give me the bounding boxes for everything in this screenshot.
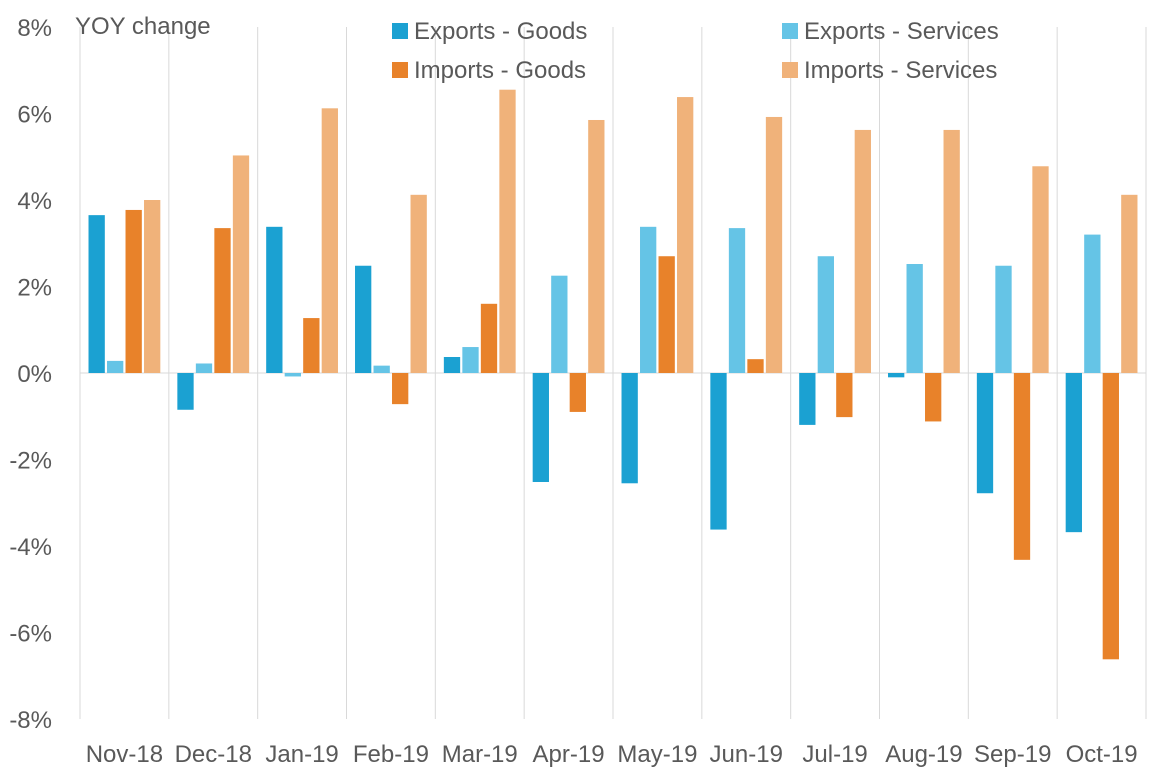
y-tick-label: 6% bbox=[17, 102, 52, 129]
legend-label: Exports - Services bbox=[804, 18, 999, 45]
bar bbox=[817, 256, 834, 373]
bar bbox=[303, 318, 320, 373]
bar bbox=[799, 373, 816, 425]
bars-layer bbox=[88, 89, 1138, 660]
y-tick-label: 4% bbox=[17, 188, 52, 215]
bar bbox=[480, 303, 498, 373]
y-tick-label: -8% bbox=[9, 707, 52, 734]
bar bbox=[943, 129, 960, 373]
y-tick-label: -6% bbox=[9, 621, 52, 648]
bar bbox=[995, 265, 1012, 373]
bar bbox=[854, 129, 871, 373]
x-tick-label: Mar-19 bbox=[442, 741, 518, 768]
legend-swatch bbox=[782, 23, 798, 39]
bar bbox=[1102, 373, 1119, 660]
bar bbox=[410, 194, 427, 373]
bar bbox=[107, 360, 124, 373]
legend-label: Exports - Goods bbox=[414, 18, 587, 45]
legend-label: Imports - Goods bbox=[414, 57, 586, 84]
bar bbox=[1121, 194, 1138, 373]
bar bbox=[621, 373, 638, 484]
bar bbox=[1065, 373, 1082, 533]
bar bbox=[499, 89, 516, 374]
bar bbox=[728, 228, 746, 373]
x-tick-label: Jan-19 bbox=[265, 741, 338, 768]
legend-swatch bbox=[392, 62, 408, 78]
bar bbox=[373, 365, 390, 373]
bar bbox=[551, 275, 568, 373]
bar bbox=[906, 264, 923, 373]
bar bbox=[747, 359, 764, 373]
bar bbox=[925, 373, 942, 422]
x-tick-label: Nov-18 bbox=[86, 741, 163, 768]
legend-swatch bbox=[392, 23, 408, 39]
grid-layer bbox=[79, 27, 1147, 719]
axis-layer: 8% 6% 4% 2% 0% -2% -4% -6% -8% Nov-18 Dec-18 Jan-19… bbox=[9, 15, 1137, 768]
bar bbox=[888, 373, 905, 378]
x-tick-label: Feb-19 bbox=[353, 741, 429, 768]
bar bbox=[588, 119, 605, 373]
bar bbox=[976, 373, 994, 494]
bar bbox=[1013, 373, 1031, 560]
bar bbox=[532, 373, 549, 482]
bar bbox=[677, 97, 694, 373]
bar bbox=[232, 155, 250, 373]
bar bbox=[569, 373, 586, 412]
bar bbox=[284, 373, 301, 377]
bar bbox=[640, 226, 657, 373]
x-tick-label: Sep-19 bbox=[974, 741, 1051, 768]
bar bbox=[266, 226, 283, 373]
y-tick-label: -4% bbox=[9, 534, 52, 561]
bar bbox=[443, 356, 461, 373]
x-tick-label: Dec-18 bbox=[175, 741, 252, 768]
bar bbox=[765, 116, 783, 374]
bar bbox=[836, 373, 853, 418]
bar bbox=[88, 215, 105, 373]
y-tick-label: 8% bbox=[17, 15, 52, 42]
bar bbox=[125, 209, 142, 373]
bar bbox=[214, 228, 231, 373]
y-axis-label: YOY change bbox=[75, 13, 211, 40]
x-tick-label: Aug-19 bbox=[885, 741, 962, 768]
bar bbox=[144, 200, 161, 373]
x-tick-label: Apr-19 bbox=[533, 741, 605, 768]
y-tick-label: 0% bbox=[17, 361, 52, 388]
x-tick-label: Oct-19 bbox=[1066, 741, 1138, 768]
legend: Exports - Goods Exports - Services Imports… bbox=[392, 18, 999, 84]
x-tick-label: May-19 bbox=[617, 741, 697, 768]
y-tick-label: -2% bbox=[9, 448, 52, 475]
bar bbox=[392, 373, 409, 405]
bar bbox=[462, 347, 479, 373]
legend-label: Imports - Services bbox=[804, 57, 997, 84]
bar bbox=[195, 363, 213, 373]
bar bbox=[658, 256, 675, 373]
bar bbox=[1032, 166, 1049, 373]
legend-swatch bbox=[782, 62, 798, 78]
bar bbox=[1084, 234, 1101, 373]
x-tick-label: Jul-19 bbox=[802, 741, 867, 768]
bar bbox=[321, 108, 338, 373]
bar bbox=[177, 373, 194, 410]
x-tick-label: Jun-19 bbox=[710, 741, 783, 768]
y-tick-label: 2% bbox=[17, 275, 52, 302]
bar bbox=[355, 265, 372, 373]
bar bbox=[710, 373, 727, 530]
